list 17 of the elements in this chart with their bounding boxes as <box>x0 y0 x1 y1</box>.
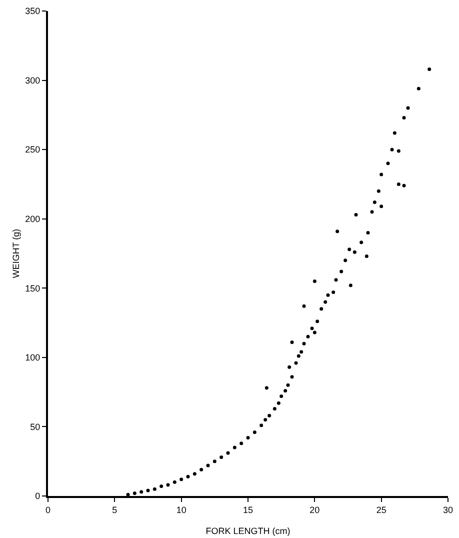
y-tick-label: 150 <box>25 283 40 294</box>
x-tick-label: 20 <box>310 504 320 515</box>
x-tick-label: 15 <box>242 504 254 515</box>
y-tick-label: 350 <box>25 6 40 16</box>
x-tick-label: 0 <box>45 504 51 515</box>
y-tick-label: 50 <box>30 422 40 432</box>
y-tick-label: 250 <box>25 144 40 155</box>
y-tick-label: 0 <box>35 491 40 502</box>
y-axis-title: WEIGHT (g) <box>11 228 21 278</box>
x-tick-label: 25 <box>376 504 386 515</box>
x-axis-title: FORK LENGTH (cm) <box>206 526 290 536</box>
y-tick-label: 200 <box>25 214 40 224</box>
x-tick-label: 30 <box>442 504 454 515</box>
x-tick-label: 10 <box>176 504 186 515</box>
y-tick-label: 100 <box>25 352 40 363</box>
y-tick-label: 300 <box>25 75 40 86</box>
x-tick-label: 5 <box>112 504 118 515</box>
